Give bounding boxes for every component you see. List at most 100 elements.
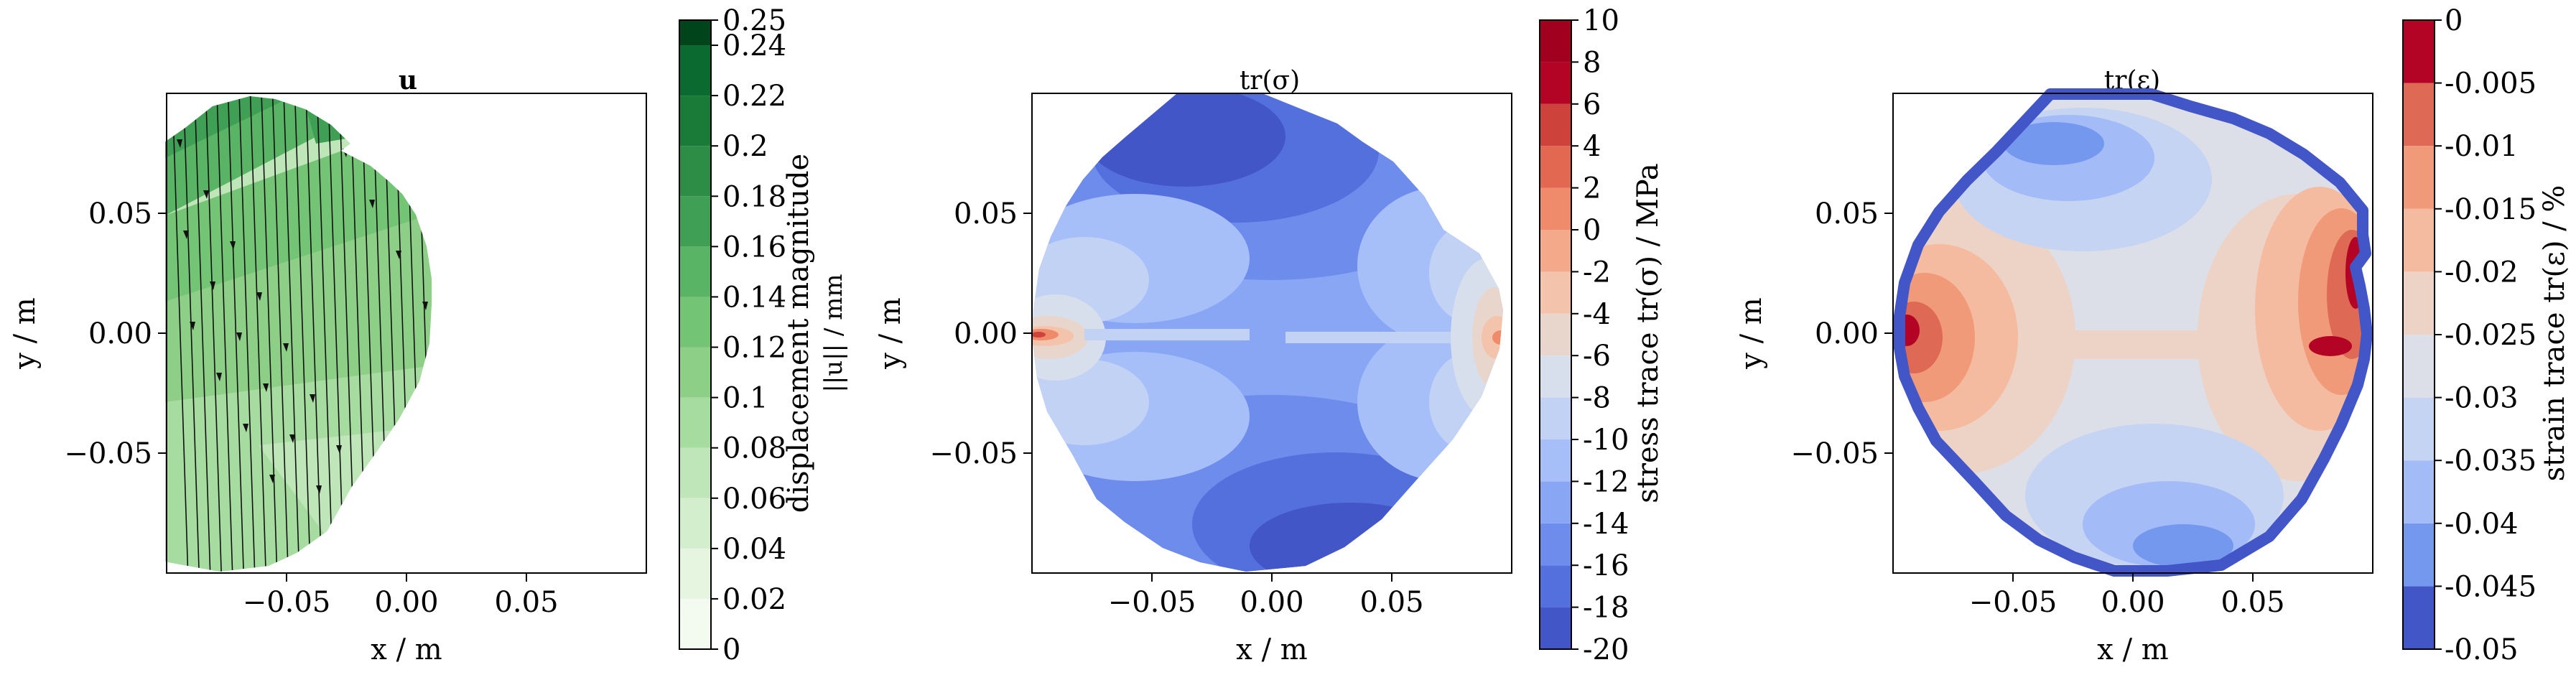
colorbar-tick-label: -6 [1583,340,1611,373]
colorbar-band [2403,146,2435,209]
panel-strain-trace: tr(ε) −0.05 0.00 0.050.050.00−0.05 x / m [1735,4,2571,666]
x-tick-label: 0.05 [1359,586,1423,619]
streamline-arrow [442,261,448,270]
colorbar-tick-label: -20 [1583,633,1629,666]
streamline-arrow [602,180,608,188]
y-tick-label: 0.05 [954,197,1018,231]
colorbar-band [679,598,711,649]
streamline-arrow [263,383,269,392]
colorbar-band [1540,439,1571,482]
streamline-arrow [183,231,189,239]
panel2-contour-fill [1032,94,1503,572]
streamline-arrow [369,200,375,208]
colorbar-tick-label: 0.16 [722,231,786,264]
panel-displacement: u −0.05 0.00 0.05 0.05 0.00 −0.05 x / m y / m… [9,4,848,666]
colorbar-band [679,498,711,549]
panel1-colorbar: 0.250.24 0.22 0.2 0.18 0.16 0.14 0.12 0.1 0.08 0.… [679,4,786,666]
colorbar-band [1540,103,1571,146]
panel1-cbar-label-line1: displacement magnitude [782,154,815,513]
streamline [540,92,556,580]
colorbar-band [1540,565,1571,608]
colorbar-tick-label: -14 [1583,508,1629,541]
colorbar-band [2403,335,2435,398]
streamline-arrow [496,363,501,372]
streamline-arrow [216,373,222,381]
colorbar-tick-label: -0.03 [2445,382,2519,415]
colorbar-tick-label: 0.2 [722,130,768,163]
colorbar-tick-label: -0.01 [2445,130,2519,163]
streamline-arrow [203,190,209,199]
colorbar-tick-label: 0.18 [722,180,786,213]
streamline [585,92,600,580]
streamline [316,96,334,572]
streamline [294,96,312,572]
streamline-arrow [449,353,455,361]
colorbar-band [2403,208,2435,272]
colorbar-band [1540,523,1571,566]
colorbar-tick-label: 0.22 [722,80,786,113]
panel3-boundary-band [1894,88,2373,577]
streamline [194,96,211,572]
y-tick-label: 0.00 [1815,317,1879,350]
colorbar-band [1540,397,1571,439]
colorbar-band [679,397,711,448]
colorbar-tick-label: 0.06 [722,483,786,516]
colorbar-band [1540,20,1571,62]
colorbar-tick-label: 8 [1583,46,1601,79]
y-tick-label: 0.05 [88,197,152,231]
streamline-arrow [475,404,481,412]
streamline [651,92,667,580]
streamline [473,92,489,580]
streamline-arrow [190,322,195,330]
x-tick-label: 0.00 [2101,586,2165,619]
colorbar-tick-label: 0.1 [722,382,768,415]
colorbar-tick-label: -0.05 [2445,633,2519,666]
panel1-cbar-label-line2: ||u|| / mm [819,274,848,392]
colorbar-tick-label: 2 [1583,172,1601,205]
colorbar-band [1540,230,1571,272]
colorbar-band [1540,146,1571,188]
y-tick-label: 0.05 [1815,197,1879,231]
streamline [327,96,345,572]
panel3-xlabel: x / m [2097,633,2168,666]
panel1-ylabel: y / m [9,297,42,369]
streamline [238,96,256,572]
colorbar-band [1540,187,1571,230]
colorbar-tick-label: 10 [1583,4,1619,37]
panel1-xlabel: x / m [371,633,442,666]
colorbar-tick-label: -18 [1583,592,1629,625]
streamline [172,96,189,572]
colorbar-tick-label: 0 [1583,214,1601,247]
streamline [551,92,567,580]
colorbar-tick-label: -0.035 [2445,444,2537,478]
streamline [249,96,267,572]
streamline [573,92,589,580]
colorbar-tick-label: 0 [722,633,740,666]
colorbar-frame [1539,19,1572,650]
colorbar-band [2403,20,2435,83]
streamline-arrow [177,139,182,148]
streamline [518,92,534,580]
panel2-cbar-label: stress trace tr(σ) / MPa [1632,163,1665,503]
panel3-cbar-label: strain trace tr(ε) / % [2538,185,2571,482]
streamline-arrow [316,485,322,494]
streamline-arrow [608,271,614,279]
colorbar-tick-label: 0.02 [722,583,786,616]
colorbar-band [679,246,711,297]
x-tick-label: 0.00 [1240,586,1303,619]
colorbar-band [1540,62,1571,104]
streamline-arrow [256,292,262,301]
streamline-arrow [269,475,275,483]
streamline-arrow [575,516,581,525]
streamline-arrow [529,506,534,514]
streamline-arrow [289,434,295,443]
streamline-arrow [469,312,475,321]
streamline-arrow [549,465,554,474]
panel2-colorbar: 10 8 6 4 2 0 -2 -4 -6 -8 -10 -12 -14 -16 -18 -20 [1539,4,1629,666]
colorbar-tick-label: -16 [1583,549,1629,582]
streamline [484,92,500,580]
colorbar-tick-label: 0.04 [722,533,786,566]
streamline-arrow [502,455,508,463]
